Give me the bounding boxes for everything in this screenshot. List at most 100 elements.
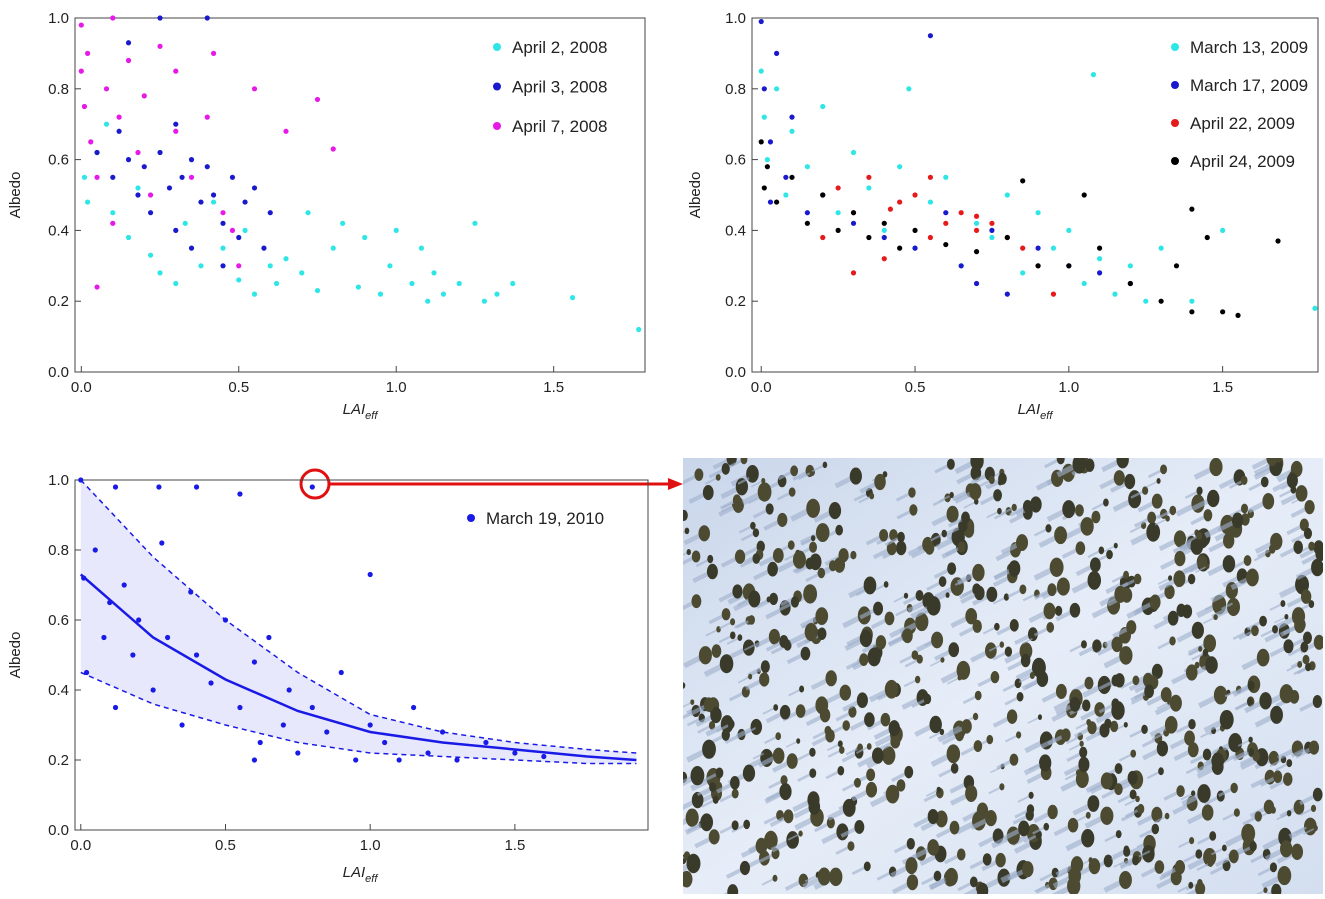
legend-label: April 24, 2009 [1190, 152, 1295, 171]
data-point [804, 210, 810, 216]
data-point [94, 284, 100, 290]
tree [936, 786, 941, 793]
tree [766, 596, 771, 603]
y-tick-label: 0.2 [48, 293, 69, 310]
tree [1088, 858, 1101, 875]
tree [972, 619, 982, 633]
tree [786, 753, 798, 769]
tree [974, 585, 985, 601]
data-point [135, 185, 141, 191]
data-point [198, 263, 204, 269]
tree [1184, 730, 1195, 746]
tree [1203, 509, 1213, 522]
legend-label: April 2, 2008 [512, 38, 607, 57]
tree [1280, 600, 1286, 608]
tree [1006, 709, 1018, 724]
tree [1283, 639, 1294, 654]
tree [731, 820, 739, 831]
tree [1173, 570, 1186, 588]
tree [1126, 620, 1137, 635]
tree [1015, 534, 1029, 552]
data-point [222, 617, 229, 623]
data-point [125, 234, 132, 241]
tree [710, 707, 722, 724]
tree [884, 611, 895, 626]
tree [748, 673, 753, 680]
tree [1247, 680, 1255, 691]
tree [1302, 654, 1310, 665]
tree [947, 562, 957, 575]
tree [1222, 555, 1236, 573]
tree [752, 553, 761, 564]
tree [957, 541, 966, 553]
tree [1187, 573, 1196, 585]
data-point [789, 174, 795, 180]
tree [923, 693, 932, 705]
tree-shadow [683, 776, 684, 780]
tree [729, 631, 736, 640]
data-point [989, 234, 995, 241]
data-point [1112, 291, 1118, 297]
tree [849, 467, 862, 485]
x-axis-label-sub: eff [365, 410, 378, 422]
tree [742, 764, 756, 782]
tree [1286, 472, 1298, 489]
tree-shadow [947, 676, 961, 685]
data-point [636, 326, 642, 333]
tree [1219, 709, 1234, 730]
tree-shadow [1256, 889, 1266, 894]
tree [1260, 476, 1269, 488]
tree [1223, 532, 1235, 549]
data-point [1035, 210, 1041, 216]
x-tick-label: 1.0 [1058, 379, 1079, 396]
tree [727, 884, 739, 894]
tree [940, 657, 945, 663]
tree-shadow [1103, 544, 1117, 553]
data-point [116, 128, 122, 134]
tree-shadow [683, 685, 684, 687]
data-point [850, 149, 857, 156]
x-tick-label: 0.0 [751, 379, 772, 396]
tree [1081, 829, 1095, 848]
data-point [850, 270, 857, 276]
data-point [267, 263, 273, 269]
y-tick-label: 0.8 [48, 542, 69, 559]
tree [807, 791, 820, 809]
data-point [1096, 270, 1103, 276]
data-point [569, 295, 576, 301]
tree-shadow [683, 514, 685, 518]
data-point [1204, 234, 1210, 241]
data-point [1275, 238, 1281, 244]
y-tick-label: 0.2 [48, 752, 69, 769]
tree [1022, 861, 1034, 878]
tree [1114, 783, 1123, 796]
x-tick-label: 1.0 [360, 837, 381, 854]
tree [1198, 645, 1203, 652]
tree [941, 529, 947, 538]
y-tick-label: 0.2 [725, 293, 746, 310]
data-point [78, 477, 84, 483]
data-point [820, 234, 826, 241]
tree [929, 715, 942, 734]
data-point [758, 18, 764, 25]
tree [1305, 662, 1312, 672]
data-point [220, 245, 226, 251]
tree [1272, 625, 1279, 634]
tree [1295, 485, 1308, 502]
tree [1251, 625, 1259, 637]
tree [961, 719, 972, 734]
x-tick-label: 1.0 [386, 379, 407, 396]
tree [806, 498, 820, 518]
tree [946, 505, 959, 523]
legend-marker [493, 43, 501, 51]
data-point [220, 263, 226, 269]
tree [1111, 636, 1123, 653]
tree [1129, 789, 1137, 800]
y-tick-label: 0.8 [725, 81, 746, 98]
tree [1111, 698, 1120, 710]
legend-marker [467, 514, 475, 522]
tree [1169, 505, 1177, 516]
tree [1279, 684, 1294, 704]
tree [1263, 799, 1275, 815]
tree [1284, 613, 1289, 620]
